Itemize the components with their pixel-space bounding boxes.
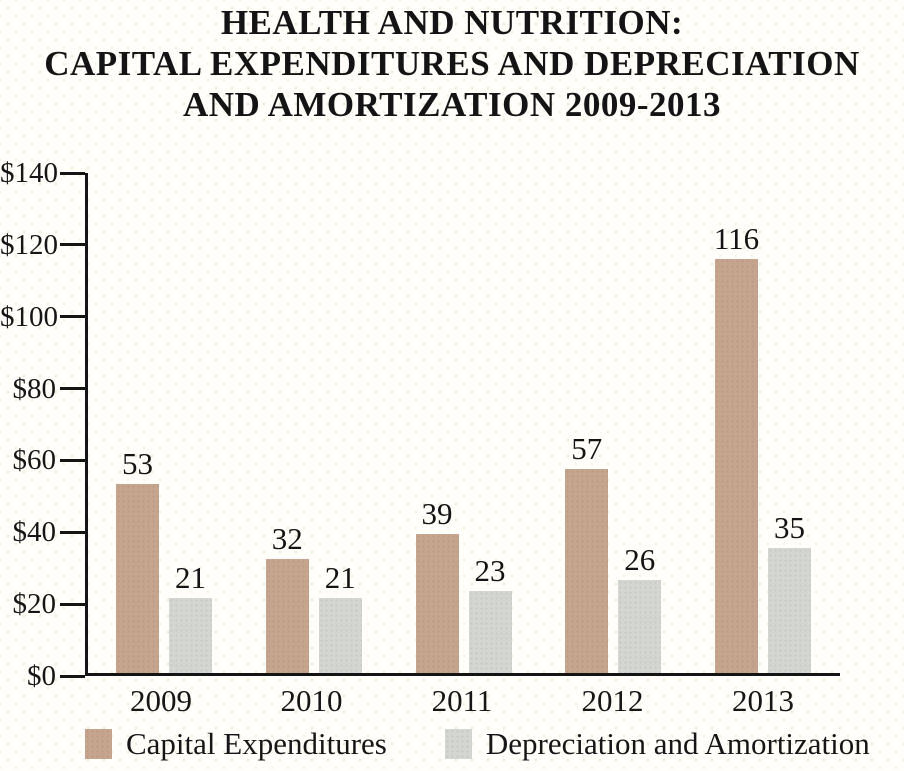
bar-2012-series-1	[618, 580, 662, 673]
y-axis-tick-label: $140	[0, 157, 58, 189]
bar-wrap: 21	[169, 562, 212, 673]
bar-group-2013: 116 35	[714, 223, 811, 673]
bar-value-label: 32	[271, 521, 303, 556]
bar-value-label: 21	[175, 560, 206, 595]
y-axis-tick	[60, 171, 85, 175]
bar-group-2009: 53 21	[116, 448, 212, 673]
chart-title: HEALTH AND NUTRITION: CAPITAL EXPENDITUR…	[0, 2, 904, 125]
bar-value-label: 53	[122, 446, 153, 481]
bar-value-label: 57	[571, 431, 603, 466]
y-axis-tick	[60, 315, 85, 319]
legend-label-capital-expenditures: Capital Expenditures	[126, 726, 387, 761]
legend-item-depreciation-amortization: Depreciation and Amortization	[444, 726, 870, 761]
bar-value-label: 21	[324, 560, 356, 595]
legend: Capital Expenditures Depreciation and Am…	[85, 727, 870, 761]
bar-wrap: 57	[565, 433, 609, 673]
legend-label-depreciation-amortization: Depreciation and Amortization	[485, 726, 870, 761]
x-axis-labels: 2009 2010 2011 2012 2013	[85, 683, 840, 719]
bar-2013-series-0	[715, 259, 758, 673]
bar-2013-series-1	[768, 548, 811, 673]
bar-wrap: 53	[116, 448, 159, 673]
plot-area: 53 21 32 21 39 23 57 26 116 35	[85, 173, 840, 676]
bar-value-label: 39	[421, 496, 453, 531]
bar-2009-series-1	[169, 598, 212, 673]
x-axis-label-2013: 2013	[732, 683, 794, 718]
chart-title-line-1: HEALTH AND NUTRITION:	[220, 3, 684, 42]
y-axis-tick-label: $80	[12, 372, 57, 405]
bar-wrap: 116	[714, 223, 759, 673]
x-axis-label-2011: 2011	[431, 683, 493, 718]
bar-2011-series-0	[415, 534, 459, 673]
bar-2012-series-0	[565, 469, 609, 673]
legend-swatch-depreciation-amortization	[444, 729, 472, 759]
bar-2009-series-0	[116, 484, 159, 673]
bar-group-2011: 39 23	[415, 498, 512, 673]
y-axis-tick	[60, 674, 85, 678]
bar-2011-series-1	[468, 591, 512, 673]
bar-group-2012: 57 26	[565, 433, 662, 673]
y-axis-tick	[60, 602, 85, 606]
bar-wrap: 39	[415, 498, 459, 673]
legend-swatch-capital-expenditures	[85, 729, 112, 759]
chart-title-line-2: CAPITAL EXPENDITURES AND DEPRECIATION	[44, 44, 860, 83]
bar-wrap: 23	[468, 555, 512, 673]
y-axis-tick-label: $120	[0, 228, 58, 261]
x-axis-label-2009: 2009	[130, 683, 192, 718]
bar-wrap: 26	[618, 544, 662, 673]
bar-value-label: 23	[474, 553, 506, 588]
bar-2010-series-1	[318, 598, 362, 673]
bar-2010-series-0	[265, 559, 309, 673]
chart-title-line-3: AND AMORTIZATION 2009-2013	[182, 85, 722, 124]
bar-value-label: 35	[774, 510, 805, 545]
bar-wrap: 35	[768, 512, 811, 673]
x-axis-label-2010: 2010	[280, 683, 343, 718]
bar-group-2010: 32 21	[265, 523, 362, 673]
y-axis-tick-label: $20	[12, 588, 57, 621]
x-axis-label-2012: 2012	[581, 683, 644, 718]
y-axis-tick	[60, 530, 85, 534]
bar-value-label: 116	[713, 221, 760, 256]
y-axis-tick-label: $60	[12, 444, 57, 477]
y-axis-tick	[60, 387, 85, 391]
legend-item-capital-expenditures: Capital Expenditures	[85, 727, 387, 761]
y-axis-tick-label: $100	[0, 300, 58, 333]
y-axis-tick-label: $40	[12, 516, 57, 549]
y-axis-tick-label: $0	[27, 660, 56, 692]
bar-wrap: 32	[265, 523, 309, 673]
y-axis-tick	[60, 243, 85, 247]
y-axis-tick	[60, 458, 85, 462]
bar-wrap: 21	[318, 562, 362, 673]
bar-value-label: 26	[624, 542, 656, 577]
